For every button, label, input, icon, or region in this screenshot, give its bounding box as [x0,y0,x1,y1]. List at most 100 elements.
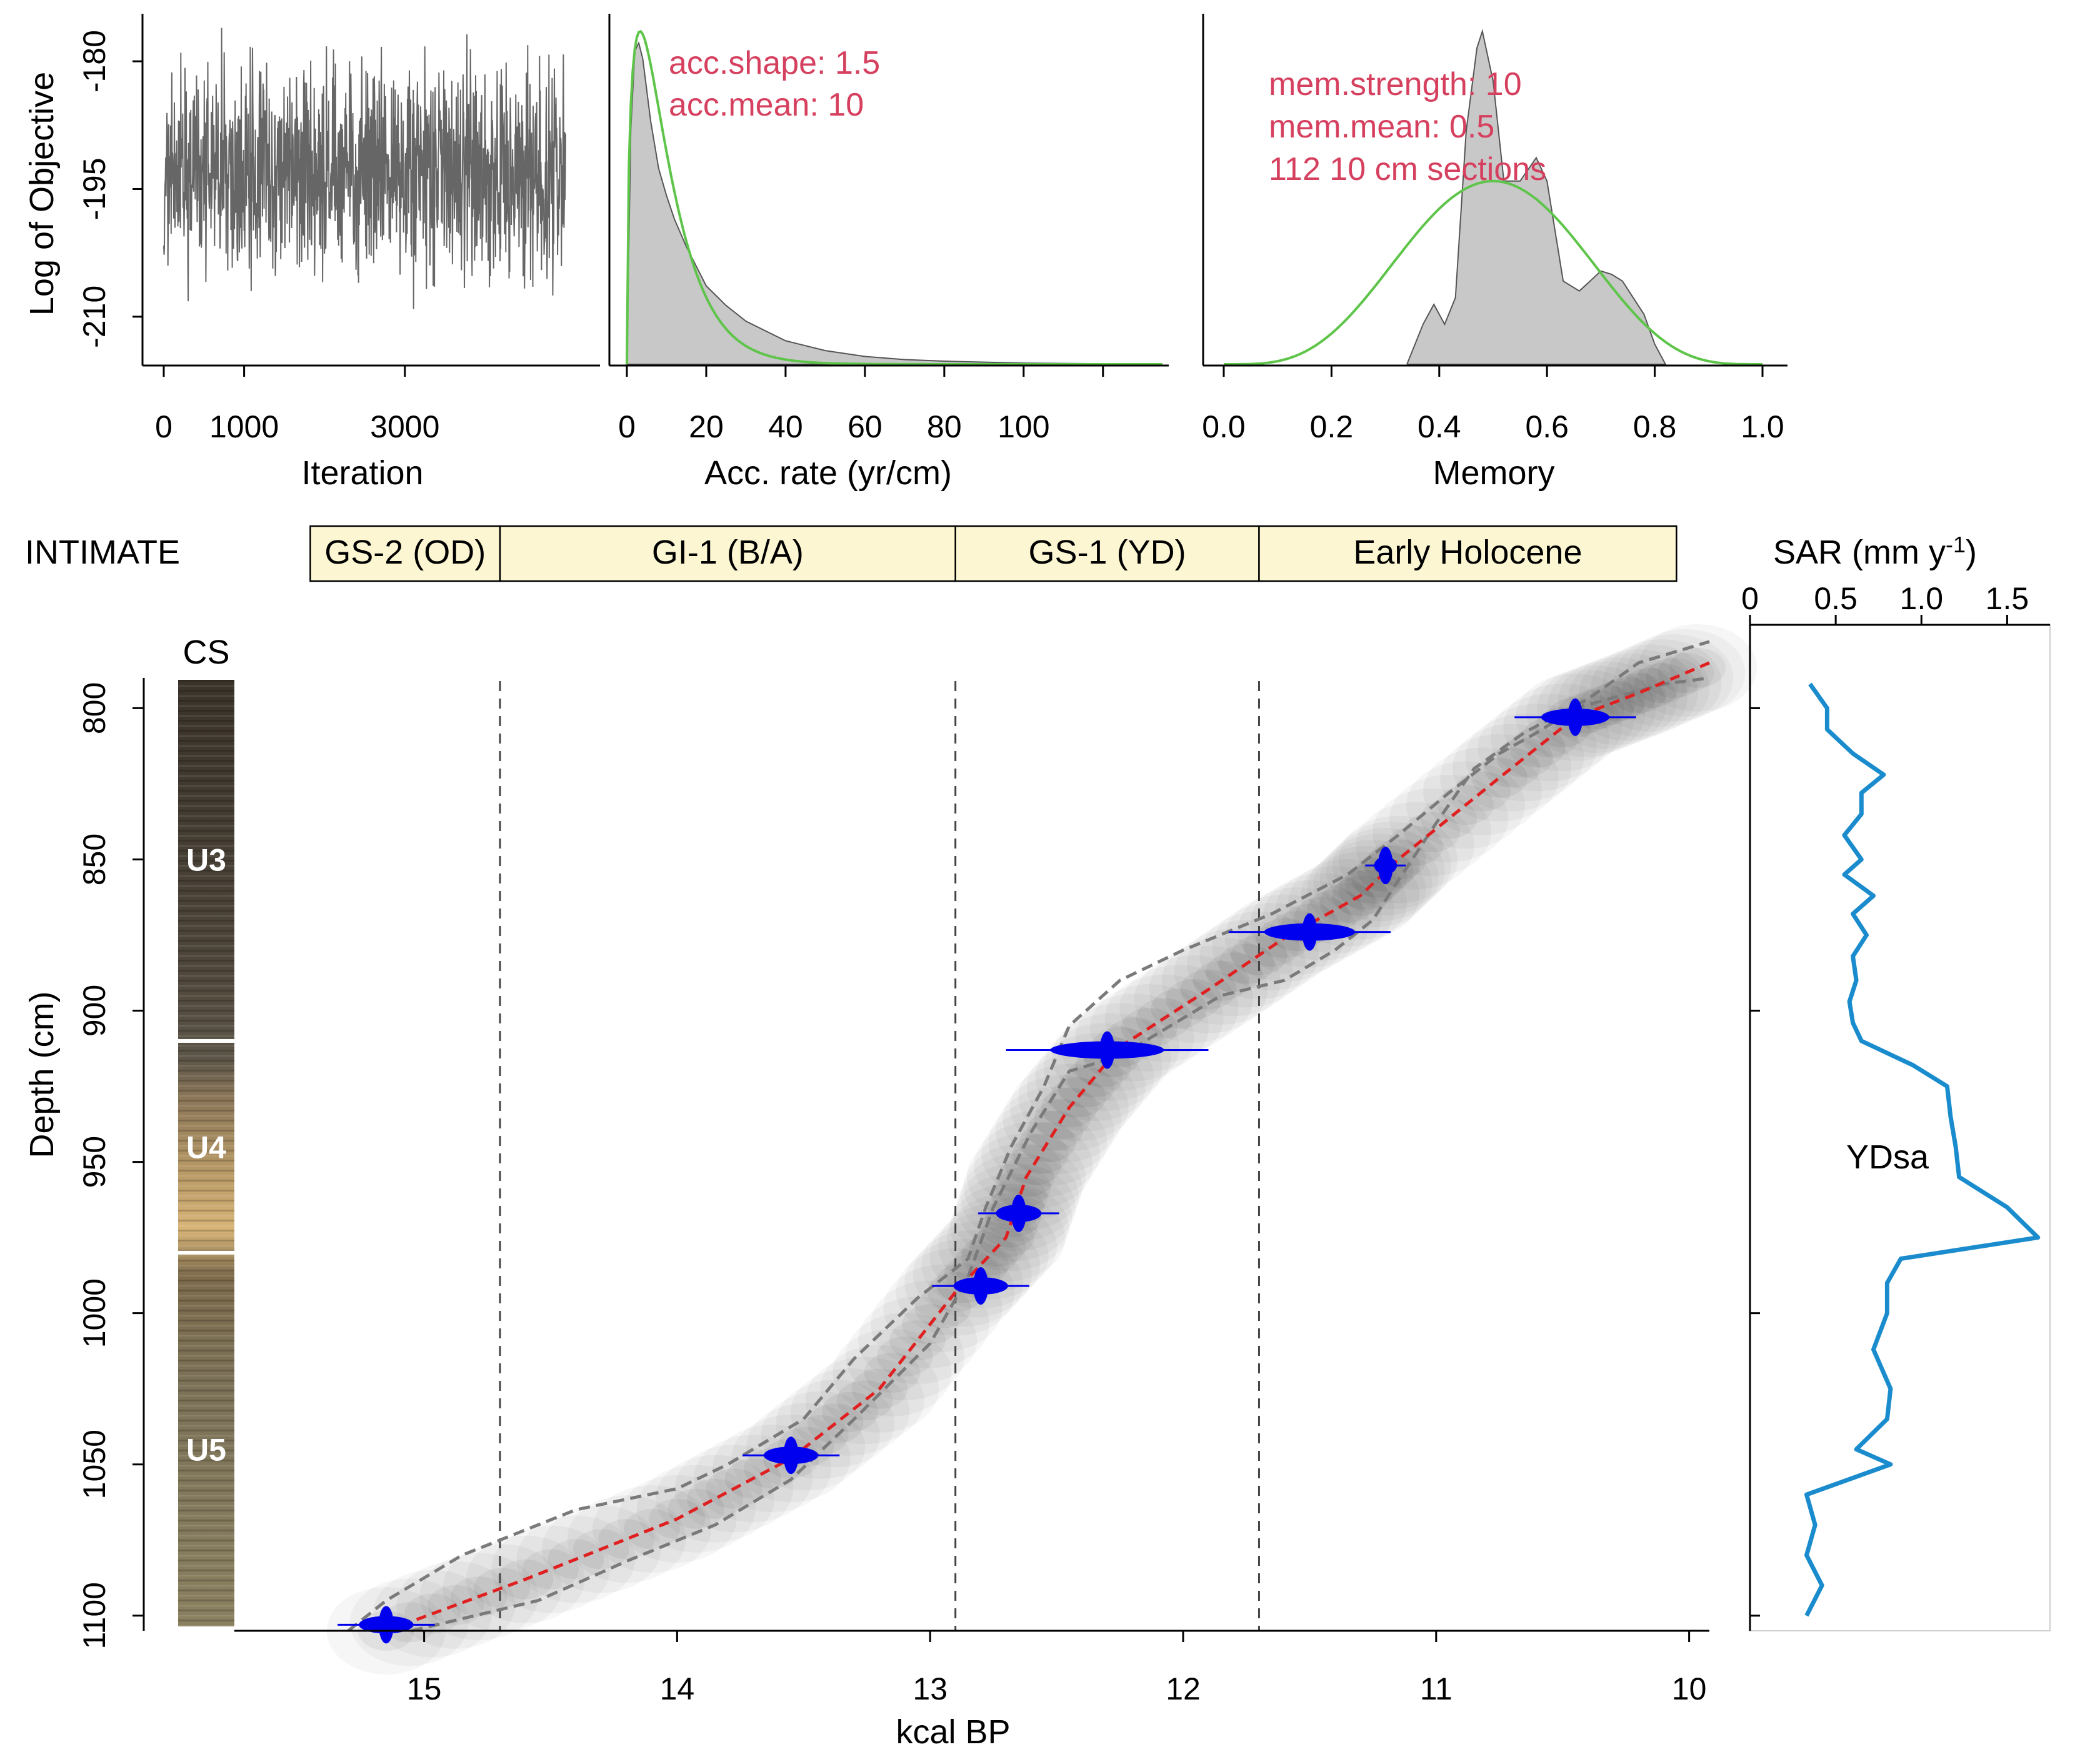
depth-tick-label: 900 [77,985,112,1037]
sar-annotation: YDsa [1846,1138,1929,1176]
sar-xlabel-main: SAR (mm y [1773,534,1946,571]
sar-xlabel-close: ) [1966,534,1977,571]
cloud-core [1049,1077,1106,1118]
memory-annotation-strength: mem.strength: 10 [1269,66,1522,102]
acc-xtick-label: 100 [998,409,1049,444]
intimate-stage-cell [1258,525,1678,582]
core-unit-label: U3 [186,842,226,877]
intimate-stage-cell [309,525,501,582]
depth-tick-label: 1000 [77,1278,112,1348]
trace-xtick-label: 0 [155,409,172,444]
core-unit-labels: U3 U4 U5 [186,842,226,1467]
intimate-stage-label: Early Holocene [1353,534,1582,571]
depth-tick-label: 1050 [77,1430,112,1499]
acc-xtick-label: 0 [618,409,636,444]
acc-xtick-label: 80 [927,409,962,444]
dated-sample [742,1436,840,1475]
age-ticks: 15 14 13 12 11 10 [407,1631,1707,1706]
acc-posterior-area [626,41,1163,365]
sar-xtick-label: 1.5 [1986,581,2029,616]
core-unit-label: U5 [186,1433,226,1468]
core-unit-boundaries [178,1038,234,1255]
trace-xtick-label: 3000 [370,409,439,444]
dated-sample-depth-density [1302,913,1318,951]
trace-series-line [163,27,566,309]
dated-sample [978,1194,1059,1232]
cloud-core [1471,757,1528,798]
acc-rate-panel: 0 20 40 60 80 100 acc.shape: 1.5 acc.mean: 10… [608,14,1169,492]
memory-xtick-label: 1.0 [1741,409,1784,444]
intimate-stage-cell [954,525,1260,582]
acc-xtick-label: 60 [848,409,882,444]
dated-sample-depth-density [783,1436,799,1475]
trace-xtick-label: 1000 [209,409,279,444]
cloud-core [1669,647,1726,688]
cloud-core [822,1391,879,1432]
age-tick-label: 13 [912,1671,948,1706]
trace-ytick-label: -210 [77,286,112,348]
age-tick-label: 10 [1672,1671,1707,1706]
cloud-core [1019,1122,1076,1163]
age-tick-label: 11 [1420,1671,1452,1706]
intimate-stage-label: GS-2 (OD) [324,534,486,571]
cloud-core [1306,890,1363,930]
sar-frame [1749,624,2051,1631]
cloud-core [1421,799,1478,839]
memory-xtick-label: 0.4 [1418,409,1461,444]
intimate-stage-label: GS-1 (YD) [1029,534,1186,571]
dated-sample-depth-density [1011,1194,1026,1232]
memory-xlabel: Memory [1432,454,1554,492]
trace-panel: -180-195-210 0 1000 3000 Log of Objective … [23,14,600,492]
age-xlabel: kcal BP [896,1713,1010,1751]
trace-ylabel: Log of Objective [23,72,61,316]
sar-x-ticks: 0 0.5 1.0 1.5 [1741,581,2029,625]
memory-xtick-label: 0.6 [1525,409,1569,444]
dated-sample-depth-density [973,1267,989,1305]
dated-sample [1006,1031,1209,1069]
dated-sample [1365,847,1406,885]
acc-xtick-label: 40 [768,409,803,444]
dated-sample-depth-density [378,1606,394,1644]
dated-sample-depth-density [1099,1031,1115,1069]
core-unit-boundary [178,1038,234,1043]
depth-ylabel: Depth (cm) [23,991,61,1158]
cloud-core [1610,673,1667,714]
cloud-core [1496,737,1553,778]
cloud-core [1058,1067,1114,1108]
core-photo: U3 U4 U5 [178,680,234,1626]
cloud-core [836,1380,893,1421]
cloud-core [1509,727,1566,768]
acc-x-ticks: 0 20 40 60 80 100 [618,366,1104,444]
dated-sample-depth-density [1568,698,1583,736]
sar-xtick-label: 0.5 [1814,581,1858,616]
intimate-stages: GS-2 (OD) GI-1 (B/A) GS-1 (YD) Early Holoce… [309,525,1678,582]
acc-xtick-label: 20 [689,409,724,444]
memory-annotation-sections: 112 10 cm sections [1269,151,1546,187]
cloud-core [952,1245,1009,1285]
intimate-label: INTIMATE [25,534,180,571]
sar-y-ticks [1750,707,1760,1617]
acc-annotation-shape: acc.shape: 1.5 [669,45,880,81]
median-age-line [386,661,1710,1633]
trace-ytick-label: -195 [77,157,112,220]
acc-annotation-mean: acc.mean: 10 [669,87,864,123]
trace-ytick-label: -180 [77,30,112,92]
age-tick-label: 14 [660,1671,695,1706]
intimate-stage-cell [499,525,956,582]
core-label: CS [182,634,229,671]
dated-sample [338,1606,435,1644]
acc-prior-curve [626,29,1162,366]
trace-xlabel: Iteration [301,454,423,492]
dated-sample [1514,698,1636,736]
intimate-stage-label: GI-1 (B/A) [652,534,804,571]
ci-lower-line [347,676,1710,1632]
dated-samples [338,698,1636,1644]
sar-xtick-label: 0 [1741,581,1759,616]
cloud-core [889,1320,946,1361]
cloud-core [522,1549,579,1590]
cloud-core [687,1478,744,1519]
stage-boundary-lines [499,681,1260,1631]
memory-xtick-label: 0.2 [1310,409,1354,444]
